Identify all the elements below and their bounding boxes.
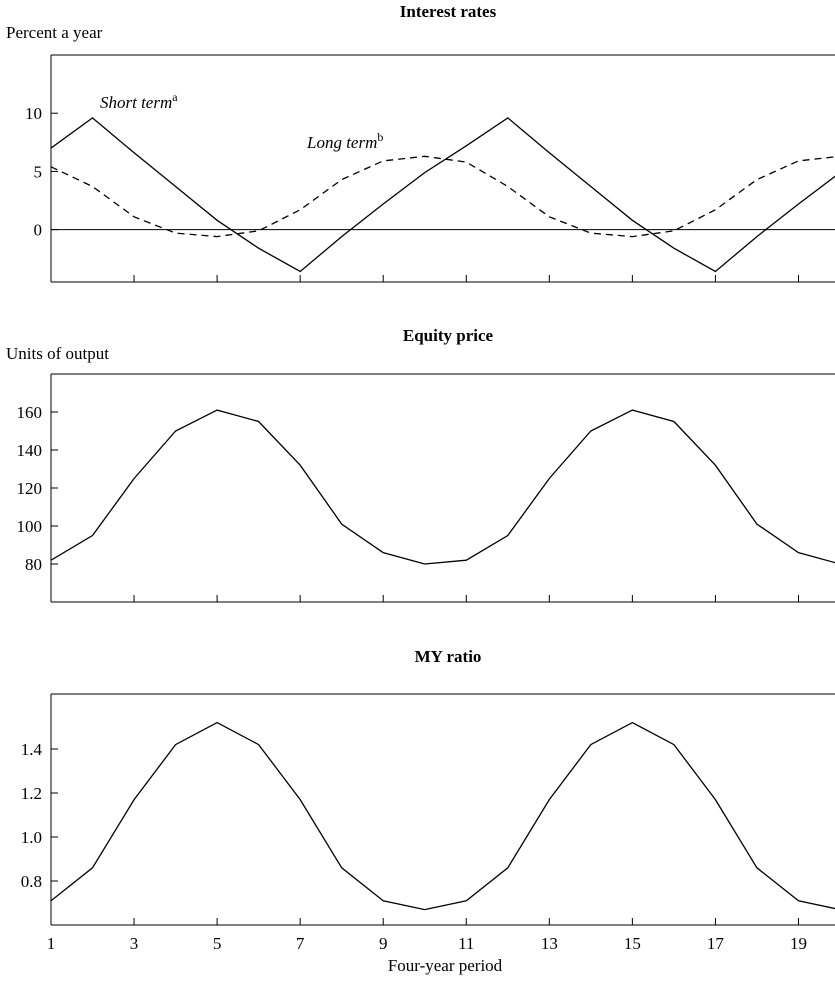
- x-tick-label: 1: [47, 934, 56, 953]
- x-tick-label: 13: [541, 934, 558, 953]
- x-tick-label: 11: [458, 934, 474, 953]
- x-tick-label: 9: [379, 934, 388, 953]
- chart-title: Interest rates: [400, 2, 497, 21]
- series-label: Long termb: [306, 130, 383, 152]
- y-tick-label: 0.8: [21, 872, 42, 891]
- y-tick-label: 1.4: [21, 740, 43, 759]
- chart-title: MY ratio: [415, 647, 482, 666]
- series-label: Short terma: [100, 90, 178, 112]
- y-tick-label: 1.2: [21, 784, 42, 803]
- x-tick-label: 7: [296, 934, 305, 953]
- series-line-2-0: [51, 721, 835, 911]
- y-tick-label: 0: [34, 221, 43, 240]
- series-line-long-term: [51, 155, 835, 238]
- x-tick-label: 3: [130, 934, 139, 953]
- x-tick-label: 19: [790, 934, 807, 953]
- x-tick-label: 15: [624, 934, 641, 953]
- y-tick-label: 1.0: [21, 828, 42, 847]
- y-tick-label: 80: [25, 555, 42, 574]
- x-axis-label: Four-year period: [388, 956, 503, 975]
- series-line-1-0: [51, 409, 835, 565]
- series-label-superscript: a: [172, 90, 178, 104]
- chart-title: Equity price: [403, 326, 494, 345]
- y-tick-label: 120: [17, 479, 43, 498]
- panel-1: Equity price Units of output 80 100 120 140 16…: [6, 326, 835, 603]
- x-tick-label: 5: [213, 934, 222, 953]
- series-line-short-term: [51, 117, 835, 273]
- y-tick-label: 140: [17, 441, 43, 460]
- y-axis-label: Percent a year: [6, 23, 103, 42]
- y-tick-label: 100: [17, 517, 43, 536]
- x-tick-label: 17: [707, 934, 725, 953]
- y-tick-label: 10: [25, 104, 42, 123]
- y-tick-label: 5: [34, 162, 43, 181]
- series-label-superscript: b: [377, 130, 383, 144]
- y-axis-label: Units of output: [6, 344, 109, 363]
- panel-0: Interest rates Percent a year 0 5 10 Short te…: [6, 2, 835, 283]
- y-tick-label: 160: [17, 403, 43, 422]
